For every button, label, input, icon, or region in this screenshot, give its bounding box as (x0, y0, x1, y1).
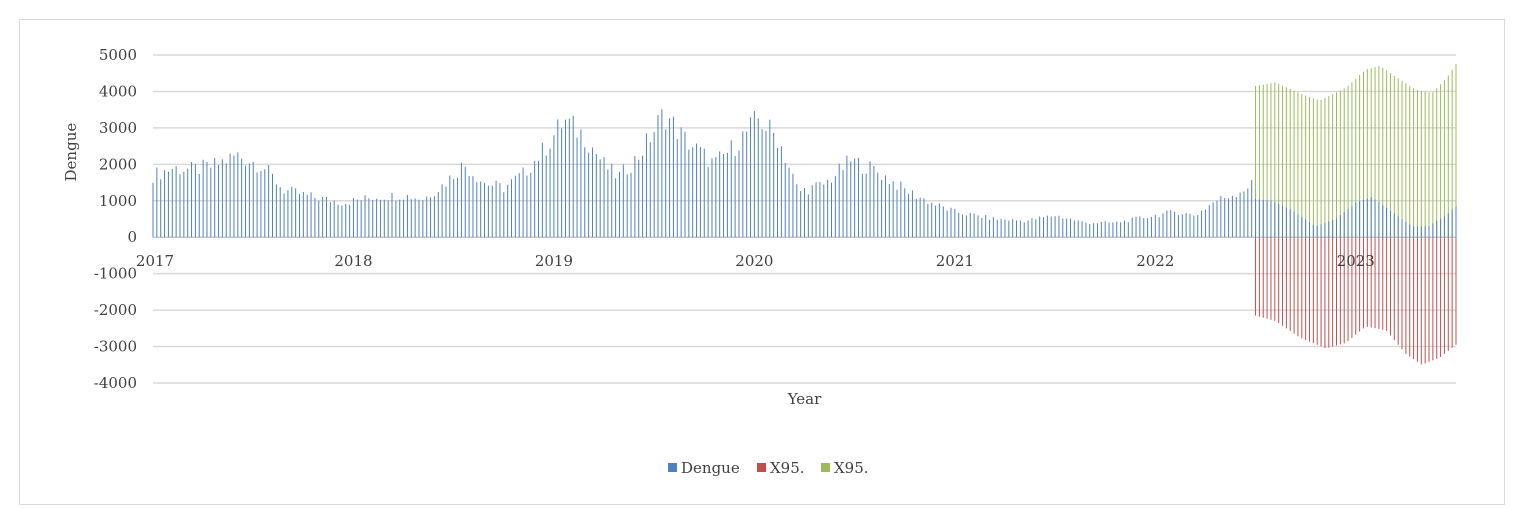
y-tick-label: 0 (127, 228, 137, 246)
bars (152, 64, 1457, 365)
series-0 (152, 109, 1257, 238)
legend: Dengue X95. X95. (668, 459, 869, 477)
y-tick-label: 3000 (99, 119, 137, 137)
y-tick-label: -1000 (94, 265, 137, 283)
x-tick-label: 2018 (334, 252, 372, 270)
legend-swatch (757, 463, 766, 472)
x-tick-label: 2019 (535, 252, 573, 270)
y-tick-label: -2000 (94, 301, 137, 319)
gridlines (153, 54, 1456, 384)
x-tick-label: 2017 (136, 252, 174, 270)
legend-label: X95. (834, 459, 869, 477)
y-tick-label: 4000 (99, 82, 137, 100)
y-axis-title: Dengue (62, 123, 80, 182)
legend-label: Dengue (681, 459, 740, 477)
legend-label: X95. (770, 459, 805, 477)
y-tick-label: 1000 (99, 192, 137, 210)
x-tick-labels: 2017 2018 2019 2020 2021 2022 2023 (136, 252, 1375, 270)
legend-item: X95. (757, 459, 805, 477)
series-1 (1255, 237, 1457, 365)
legend-swatch (668, 463, 677, 472)
x-tick-label: 2021 (936, 252, 974, 270)
y-tick-label: -3000 (94, 338, 137, 356)
legend-item: X95. (821, 459, 869, 477)
x-axis-title: Year (787, 390, 822, 408)
y-tick-label: 2000 (99, 155, 137, 173)
series-3 (1255, 197, 1457, 238)
x-tick-label: 2023 (1337, 252, 1375, 270)
chart-frame (19, 19, 1505, 505)
x-tick-label: 2022 (1136, 252, 1174, 270)
legend-item: Dengue (668, 459, 740, 477)
x-tick-label: 2020 (735, 252, 773, 270)
y-tick-label: -4000 (94, 374, 137, 392)
y-tick-label: 5000 (99, 46, 137, 64)
legend-swatch (821, 463, 830, 472)
y-tick-labels: -4000 -3000 -2000 -1000 0 1000 2000 3000 4000 500… (94, 46, 137, 392)
